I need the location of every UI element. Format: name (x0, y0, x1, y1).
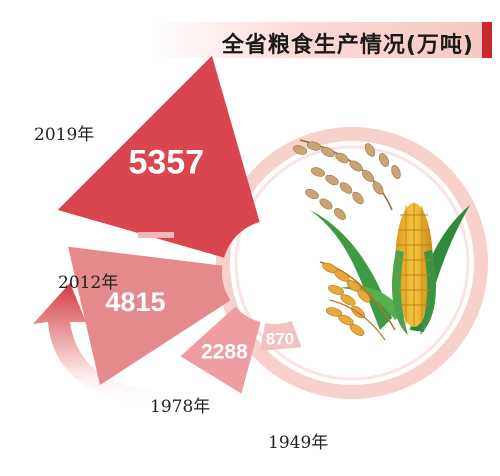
category-label-2019: 2019年 (34, 125, 95, 145)
value-label-2012: 4815 (105, 287, 165, 317)
bar-1978 (180, 306, 261, 394)
grain-illustration (292, 139, 470, 341)
value-label-1978: 2288 (201, 340, 248, 363)
title-accent (482, 22, 492, 58)
title-banner: 全省粮食生产情况(万吨) (152, 22, 492, 58)
corn-icon (392, 203, 436, 335)
value-label-2019: 5357 (128, 143, 204, 181)
rice-icon (292, 139, 401, 221)
bar-2012 (68, 246, 231, 386)
chart-title: 全省粮食生产情况(万吨) (221, 33, 474, 58)
bar-sectors (57, 55, 302, 394)
bar-separator (138, 232, 174, 238)
category-label-1978: 1978年 (150, 397, 211, 417)
wheat-icon (319, 261, 396, 341)
bar-2019 (57, 55, 260, 258)
category-label-1949: 1949年 (268, 433, 329, 453)
growth-arrow (33, 283, 150, 405)
category-label-2012: 2012年 (58, 273, 119, 293)
inner-ring-line (234, 145, 470, 381)
value-label-1949: 870 (266, 330, 294, 349)
bar-1949 (260, 320, 302, 351)
value-labels: 5357 4815 2288 870 (105, 143, 294, 363)
